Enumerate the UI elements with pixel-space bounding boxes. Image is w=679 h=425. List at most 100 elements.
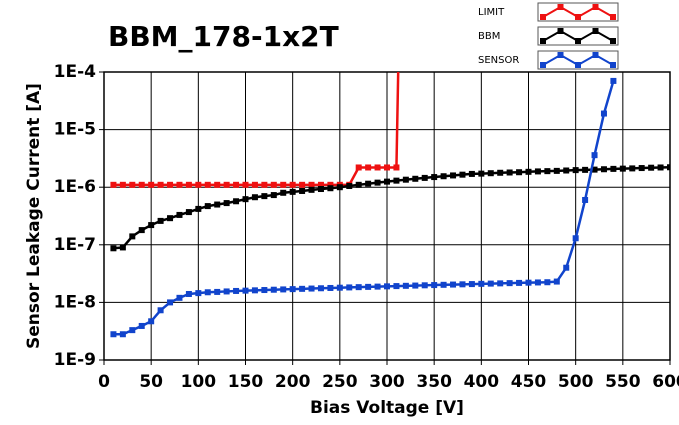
data-point bbox=[317, 181, 324, 188]
data-point bbox=[582, 196, 589, 203]
data-point bbox=[280, 181, 287, 188]
data-point bbox=[468, 170, 475, 177]
data-point bbox=[223, 288, 230, 295]
data-point bbox=[393, 164, 400, 171]
data-point bbox=[299, 285, 306, 292]
data-point bbox=[346, 182, 353, 189]
x-tick-label: 400 bbox=[464, 372, 500, 392]
data-point bbox=[468, 281, 475, 288]
data-point bbox=[396, 11, 402, 17]
data-point bbox=[478, 170, 485, 177]
data-point bbox=[374, 164, 381, 171]
data-point bbox=[591, 152, 598, 159]
data-point bbox=[431, 282, 438, 289]
data-point bbox=[261, 193, 268, 200]
data-point bbox=[157, 307, 164, 314]
data-point bbox=[525, 279, 532, 286]
data-point bbox=[572, 235, 579, 242]
data-point bbox=[119, 181, 126, 188]
data-point bbox=[544, 279, 551, 286]
data-point bbox=[242, 181, 249, 188]
data-point bbox=[167, 299, 174, 306]
data-point bbox=[289, 286, 296, 293]
y-tick-label: 1E-6 bbox=[54, 177, 96, 197]
data-point bbox=[431, 174, 438, 181]
data-point bbox=[487, 170, 494, 177]
data-point bbox=[129, 233, 136, 240]
data-point bbox=[223, 181, 230, 188]
data-point bbox=[412, 175, 419, 182]
data-point bbox=[487, 280, 494, 287]
legend-label: LIMIT bbox=[478, 7, 505, 18]
y-tick-label: 1E-4 bbox=[54, 62, 96, 82]
data-point bbox=[525, 168, 532, 175]
data-point bbox=[157, 217, 164, 224]
data-point bbox=[289, 181, 296, 188]
data-point bbox=[600, 166, 607, 173]
x-tick-label: 0 bbox=[98, 372, 110, 392]
data-point bbox=[299, 187, 306, 194]
data-point bbox=[270, 286, 277, 293]
data-point bbox=[148, 181, 155, 188]
data-point bbox=[270, 192, 277, 199]
legend-label: SENSOR bbox=[478, 55, 519, 66]
data-point bbox=[582, 166, 589, 173]
data-point bbox=[412, 282, 419, 289]
data-point bbox=[195, 205, 202, 212]
legend-swatch bbox=[542, 29, 614, 43]
x-axis-label: Bias Voltage [V] bbox=[310, 398, 464, 418]
data-point bbox=[497, 169, 504, 176]
legend-label: BBM bbox=[478, 31, 500, 42]
y-tick-label: 1E-7 bbox=[54, 235, 96, 255]
data-point bbox=[119, 244, 126, 251]
data-point bbox=[280, 189, 287, 196]
data-point bbox=[327, 284, 334, 291]
data-point bbox=[280, 286, 287, 293]
data-point bbox=[233, 287, 240, 294]
data-point bbox=[600, 110, 607, 117]
data-point bbox=[242, 287, 249, 294]
data-point bbox=[138, 322, 145, 329]
data-point bbox=[374, 179, 381, 186]
data-point bbox=[544, 168, 551, 175]
data-point bbox=[506, 280, 513, 287]
data-point bbox=[327, 185, 334, 192]
data-point bbox=[638, 165, 645, 172]
data-point bbox=[138, 181, 145, 188]
data-point bbox=[233, 198, 240, 205]
y-tick-label: 1E-9 bbox=[54, 350, 96, 370]
data-point bbox=[365, 164, 372, 171]
data-point bbox=[478, 280, 485, 287]
data-point bbox=[563, 167, 570, 174]
data-point bbox=[610, 77, 617, 84]
data-point bbox=[214, 288, 221, 295]
data-point bbox=[148, 222, 155, 229]
data-point bbox=[185, 181, 192, 188]
data-point bbox=[176, 211, 183, 218]
data-point bbox=[516, 279, 523, 286]
data-point bbox=[336, 284, 343, 291]
data-point bbox=[534, 168, 541, 175]
x-tick-label: 500 bbox=[558, 372, 594, 392]
y-axis-label: Sensor Leakage Current [A] bbox=[24, 83, 44, 349]
data-point bbox=[619, 165, 626, 172]
data-point bbox=[384, 164, 390, 171]
data-point bbox=[506, 169, 513, 176]
x-tick-label: 250 bbox=[322, 372, 358, 392]
data-point bbox=[440, 281, 447, 288]
data-point bbox=[317, 285, 324, 292]
data-point bbox=[402, 176, 409, 183]
data-point bbox=[610, 165, 617, 172]
data-point bbox=[167, 215, 174, 222]
data-point bbox=[214, 181, 221, 188]
data-point bbox=[459, 171, 466, 178]
data-point bbox=[270, 181, 277, 188]
data-point bbox=[204, 181, 211, 188]
data-point bbox=[591, 166, 598, 173]
data-point bbox=[167, 181, 174, 188]
x-tick-label: 600 bbox=[652, 372, 679, 392]
chart-title: BBM_178-1x2T bbox=[108, 20, 339, 53]
data-point bbox=[129, 181, 136, 188]
data-point bbox=[251, 194, 258, 201]
